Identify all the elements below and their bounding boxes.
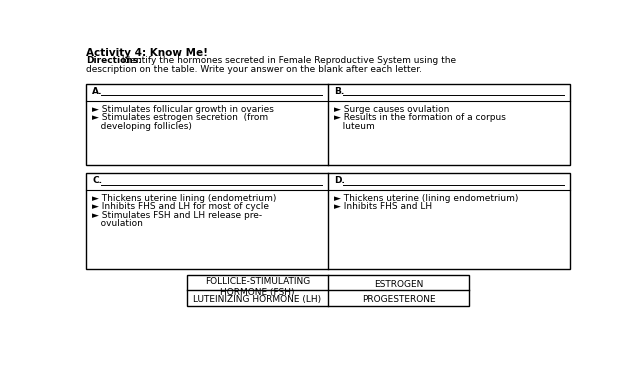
Text: ► Results in the formation of a corpus: ► Results in the formation of a corpus [334,113,506,122]
Text: D.: D. [334,176,345,185]
Text: ► Thickens uterine (lining endometrium): ► Thickens uterine (lining endometrium) [334,194,518,203]
Text: ► Inhibits FHS and LH for most of cycle: ► Inhibits FHS and LH for most of cycle [92,203,269,211]
Text: PROGESTERONE: PROGESTERONE [362,295,435,304]
Text: ► Stimulates FSH and LH release pre-: ► Stimulates FSH and LH release pre- [92,211,262,220]
Text: ► Surge causes ovulation: ► Surge causes ovulation [334,105,449,114]
Text: ESTROGEN: ESTROGEN [374,280,423,289]
Bar [86,84,570,165]
Text: ovulation: ovulation [92,219,143,228]
Bar [86,173,570,269]
Bar [187,275,469,306]
Text: Activity 4: Know Me!: Activity 4: Know Me! [86,48,208,58]
Text: luteum: luteum [334,122,375,131]
Text: A.: A. [92,87,103,96]
Text: LUTEINIZING HORMONE (LH): LUTEINIZING HORMONE (LH) [193,295,321,304]
Text: ► Inhibits FHS and LH: ► Inhibits FHS and LH [334,203,433,211]
Text: ► Stimulates estrogen secretion  (from: ► Stimulates estrogen secretion (from [92,113,269,122]
Text: developing follicles): developing follicles) [92,122,192,131]
Text: B.: B. [334,87,344,96]
Text: ► Stimulates follicular growth in ovaries: ► Stimulates follicular growth in ovarie… [92,105,275,114]
Text: Identify the hormones secreted in Female Reproductive System using the: Identify the hormones secreted in Female… [119,56,456,65]
Text: C.: C. [92,176,102,185]
Text: Directions:: Directions: [86,56,142,65]
Text: ► Thickens uterine lining (endometrium): ► Thickens uterine lining (endometrium) [92,194,276,203]
Text: description on the table. Write your answer on the blank after each letter.: description on the table. Write your ans… [86,65,422,74]
Text: FOLLICLE-STIMULATING
HORMONE (FSH): FOLLICLE-STIMULATING HORMONE (FSH) [205,277,310,296]
